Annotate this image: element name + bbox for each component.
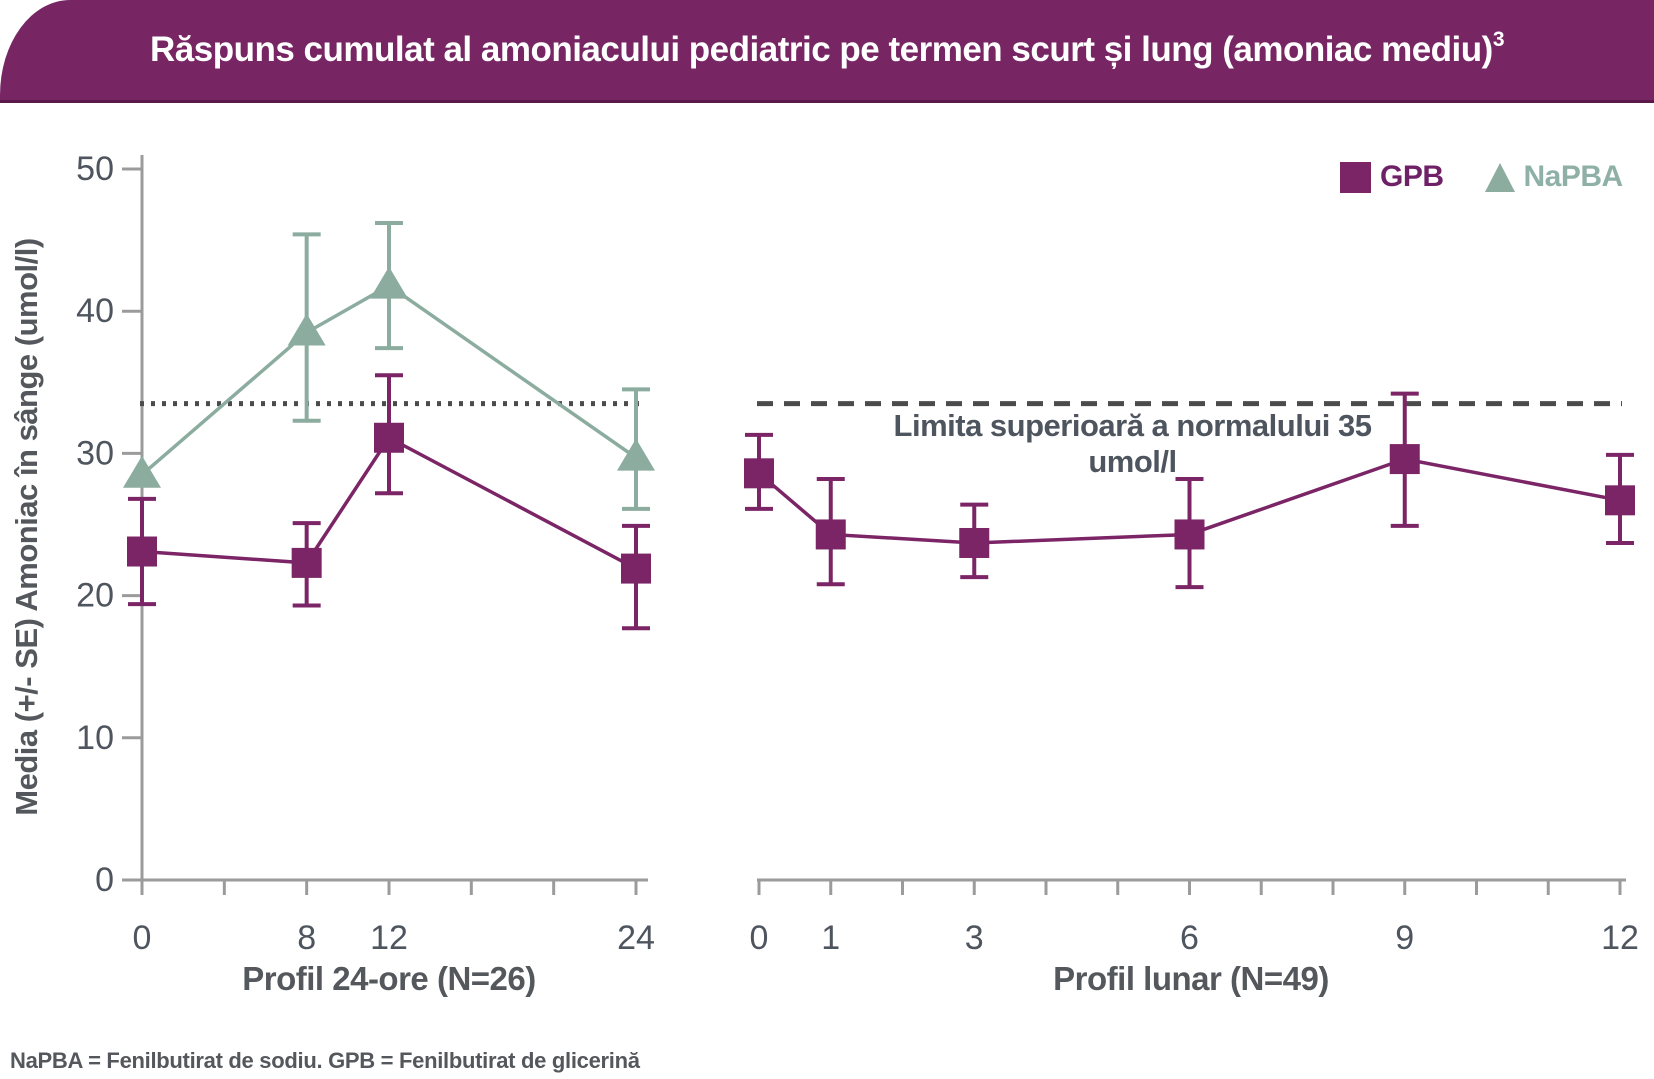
legend-label-napba: NaPBA xyxy=(1523,160,1624,193)
legend-item-gpb: GPB xyxy=(1340,160,1444,194)
legend-item-napba: NaPBA xyxy=(1484,160,1624,194)
x-tick-label: 6 xyxy=(1180,919,1199,957)
gpb-point-marker xyxy=(1389,444,1420,475)
napba-point-marker xyxy=(123,455,161,488)
gpb-point-marker xyxy=(1605,485,1635,516)
chart-title-text: Răspuns cumulat al amoniacului pediatric… xyxy=(150,30,1493,69)
gpb-point-marker xyxy=(959,527,990,558)
gpb-point-marker xyxy=(815,519,846,550)
y-tick-label: 50 xyxy=(76,150,114,188)
x-axis-title-left: Profil 24-ore (N=26) xyxy=(242,960,536,997)
x-tick-label: 24 xyxy=(617,919,655,957)
footnote: NaPBA = Fenilbutirat de sodiu. GPB = Fen… xyxy=(10,1048,640,1073)
x-tick-label: 0 xyxy=(750,919,769,957)
upper-limit-label: Limita superioară a normalului 35 umol/l xyxy=(893,408,1372,479)
y-axis-title: Media (+/- SE) Amoniac în sânge (umol/l) xyxy=(9,238,44,816)
y-tick-label: 0 xyxy=(95,861,114,899)
x-tick-label: 8 xyxy=(297,919,316,957)
y-tick-label: 30 xyxy=(76,434,114,472)
napba-point-marker xyxy=(287,313,326,346)
x-axis-title-right: Profil lunar (N=49) xyxy=(1053,960,1329,997)
gpb-point-marker xyxy=(127,536,157,567)
gpb-line xyxy=(141,435,637,571)
napba-point-marker xyxy=(370,266,408,299)
gpb-point-marker xyxy=(291,547,322,578)
gpb-point-marker xyxy=(744,458,774,489)
x-tick-label: 0 xyxy=(133,919,152,957)
napba-point-marker xyxy=(617,438,655,471)
title-bar: Răspuns cumulat al amoniacului pediatric… xyxy=(0,0,1654,103)
x-tick-label: 12 xyxy=(370,919,408,957)
y-tick-label: 40 xyxy=(76,292,114,330)
x-tick-label: 3 xyxy=(965,919,984,957)
y-tick-label: 10 xyxy=(76,719,114,757)
x-tick-label: 9 xyxy=(1395,919,1414,957)
chart-title-superscript: 3 xyxy=(1492,28,1505,51)
legend-label-gpb: GPB xyxy=(1380,160,1444,193)
napba-triangle-icon xyxy=(1484,162,1515,192)
y-tick-label: 20 xyxy=(76,577,114,615)
gpb-point-marker xyxy=(1174,519,1205,550)
gpb-point-marker xyxy=(621,553,651,584)
x-tick-label: 12 xyxy=(1601,919,1639,957)
gpb-square-icon xyxy=(1340,161,1371,193)
chart-title: Răspuns cumulat al amoniacului pediatric… xyxy=(150,28,1505,70)
x-tick-label: 1 xyxy=(821,919,840,957)
legend: GPB NaPBA xyxy=(1340,160,1623,194)
gpb-point-marker xyxy=(374,422,404,453)
napba-line xyxy=(140,283,638,477)
